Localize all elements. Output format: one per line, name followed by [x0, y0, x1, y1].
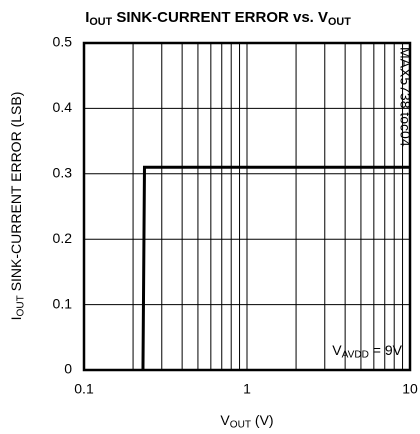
- x-axis-label-part: (V): [251, 412, 274, 428]
- y-tick-label: 0: [64, 361, 72, 377]
- chart-title-part: SINK-CURRENT ERROR vs. V: [112, 9, 328, 26]
- x-tick-label: 0.1: [74, 381, 94, 397]
- y-axis-label-part: OUT: [15, 295, 26, 316]
- annotation: VAVDD = 9V: [332, 342, 402, 360]
- x-tick-label: 10: [402, 381, 418, 397]
- y-tick-label: 0.1: [53, 295, 73, 311]
- y-tick-label: 0.3: [53, 165, 73, 181]
- y-axis-label-part: I: [8, 316, 24, 320]
- annotation-part: = 9V: [369, 342, 403, 358]
- x-tick-label: 1: [243, 381, 251, 397]
- y-tick-label: 0.4: [53, 99, 73, 115]
- chart-title-part: OUT: [89, 16, 112, 28]
- y-axis-label-part: SINK-CURRENT ERROR (LSB): [8, 92, 24, 296]
- annotation-part: AVDD: [342, 349, 369, 360]
- chart-title-part: OUT: [328, 16, 351, 28]
- annotation-part: V: [332, 342, 342, 358]
- x-axis-label: VOUT (V): [220, 412, 273, 430]
- side-note: MAX5738 toc04: [397, 47, 413, 147]
- y-tick-label: 0.5: [53, 34, 73, 50]
- y-tick-label: 0.2: [53, 230, 73, 246]
- data-line: [141, 165, 410, 371]
- plot-frame: [82, 41, 412, 372]
- chart-title: IOUT SINK-CURRENT ERROR vs. VOUT: [85, 9, 351, 28]
- chart-title-part: I: [85, 9, 89, 26]
- x-axis-label-part: OUT: [230, 419, 251, 430]
- x-axis-label-part: V: [220, 412, 230, 428]
- y-axis-label: IOUT SINK-CURRENT ERROR (LSB): [8, 92, 26, 321]
